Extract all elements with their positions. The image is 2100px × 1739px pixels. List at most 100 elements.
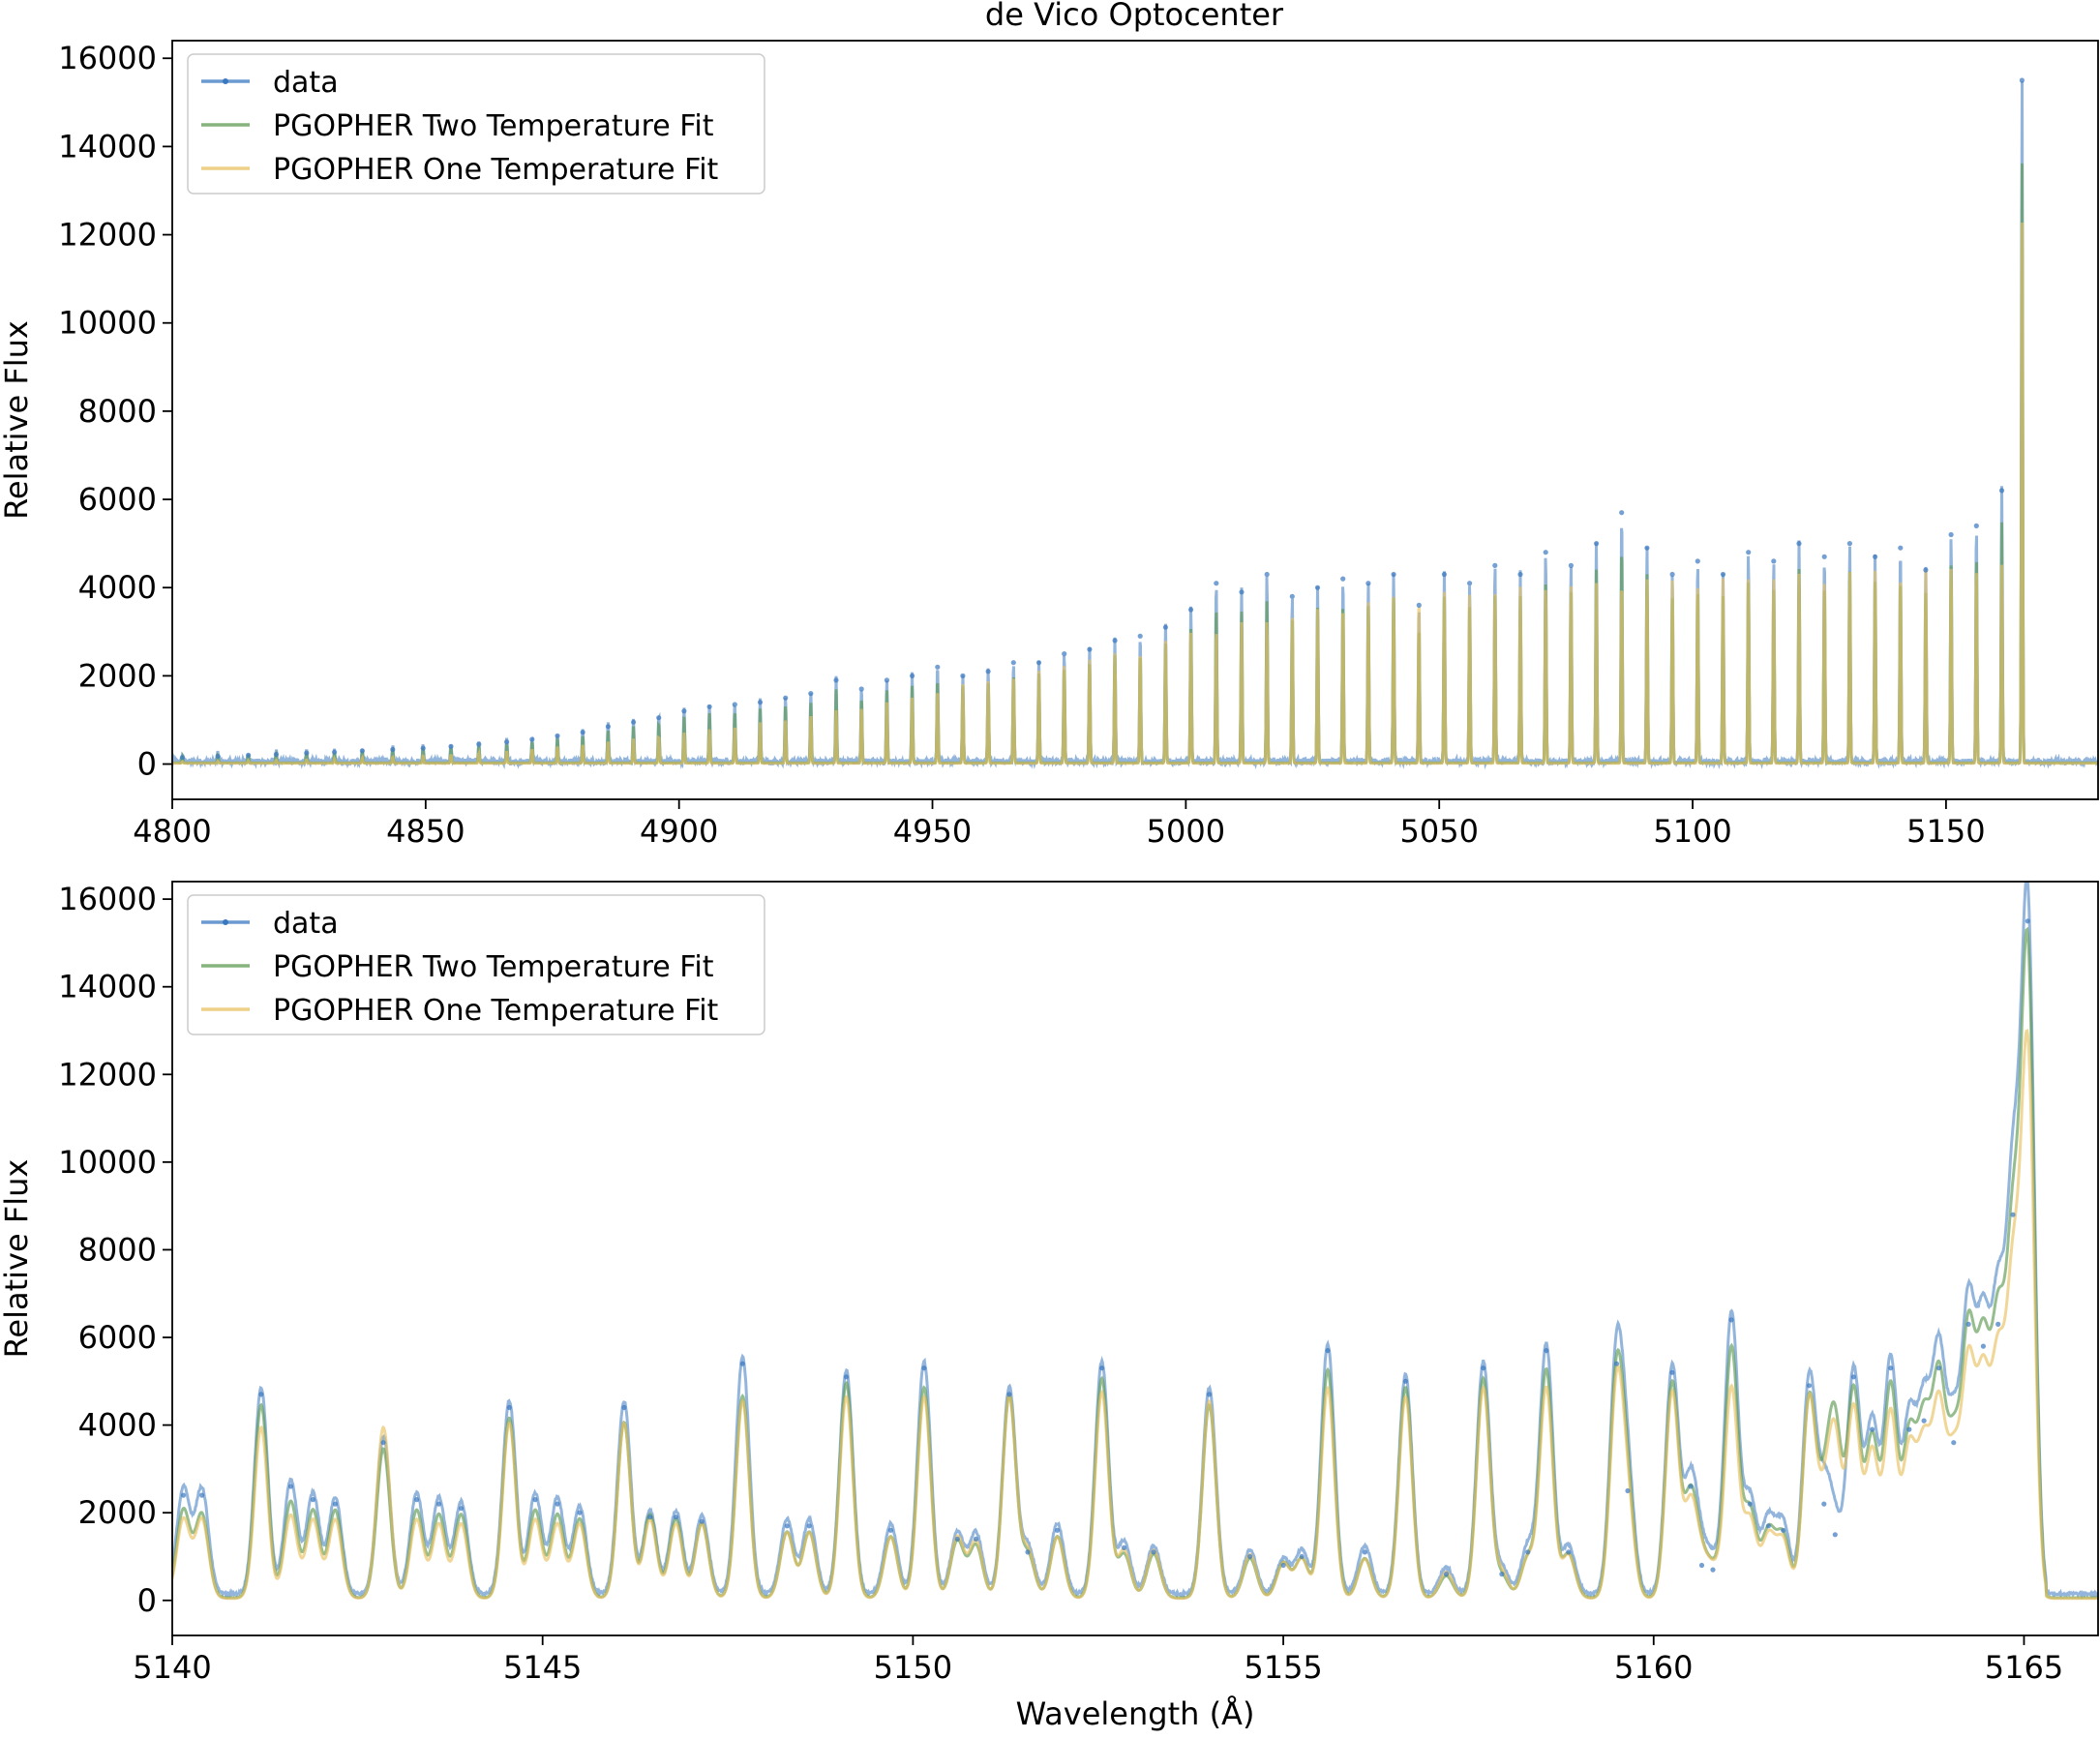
data-point <box>1781 1527 1786 1533</box>
legend-box <box>187 894 765 1035</box>
data-point <box>1935 1365 1941 1371</box>
data-point <box>656 715 662 721</box>
data-point <box>2025 918 2030 924</box>
y-tick-label: 0 <box>137 746 157 783</box>
data-point <box>1965 1321 1971 1327</box>
data-point <box>1087 646 1093 652</box>
y-tick-label: 16000 <box>58 881 157 917</box>
data-point <box>1492 562 1498 569</box>
data-point <box>1973 523 1979 529</box>
x-tick-label: 5150 <box>1906 813 1985 850</box>
x-tick-label: 5150 <box>874 1649 952 1686</box>
y-tick-label: 2000 <box>78 1494 157 1531</box>
data-point <box>1206 1392 1213 1397</box>
data-point <box>1391 571 1396 578</box>
data-point <box>1362 1549 1367 1555</box>
data-point <box>1923 567 1929 573</box>
legend-label: PGOPHER One Temperature Fit <box>273 994 719 1028</box>
data-point <box>506 1404 512 1411</box>
data-point <box>1746 550 1752 555</box>
data-point <box>935 664 941 670</box>
data-point <box>1289 593 1295 599</box>
data-point <box>1441 571 1447 578</box>
data-point <box>532 1497 538 1503</box>
data-point <box>435 1501 442 1507</box>
y-tick-label: 12000 <box>58 217 157 254</box>
figure-title: de Vico Optocenter <box>985 0 1284 33</box>
y-axis-label: Relative Flux <box>0 1159 35 1359</box>
data-point <box>1314 585 1321 590</box>
data-point <box>1870 1426 1875 1432</box>
top-panel: 4800 4850 4900 4950 5000 5050 5100 5150 0 2000 400… <box>0 40 2099 850</box>
data-point <box>806 1523 812 1529</box>
data-point <box>1821 1501 1827 1507</box>
data-point <box>258 1392 264 1397</box>
data-point <box>2019 77 2025 83</box>
legend-marker <box>223 78 228 84</box>
data-point <box>1710 1567 1716 1573</box>
data-point <box>246 752 252 759</box>
data-point <box>833 677 839 683</box>
y-tick-label: 2000 <box>78 657 157 694</box>
data-point <box>1467 581 1473 586</box>
data-point <box>1162 624 1168 630</box>
data-point <box>1325 1348 1331 1354</box>
data-point <box>273 751 279 758</box>
x-tick-label: 4950 <box>893 813 972 850</box>
plot-area <box>172 77 2098 770</box>
y-tick-label: 12000 <box>58 1056 157 1093</box>
data-point <box>1669 571 1675 578</box>
data-point <box>1921 1418 1927 1424</box>
legend-box <box>187 53 765 195</box>
legend-label: data <box>273 66 339 100</box>
data-point <box>985 669 991 675</box>
data-point <box>605 724 612 730</box>
legend-marker <box>223 919 228 925</box>
data-point <box>1669 1369 1675 1375</box>
data-point <box>1499 1572 1505 1577</box>
data-point <box>180 1492 187 1498</box>
data-point <box>287 1484 294 1489</box>
data-point <box>179 755 186 761</box>
data-point <box>1850 1374 1856 1380</box>
data-point <box>699 1518 705 1524</box>
x-tick-label: 5000 <box>1147 813 1225 850</box>
y-tick-label: 6000 <box>78 481 157 518</box>
data-point <box>1796 541 1802 547</box>
data-point <box>332 749 338 755</box>
x-tick-label: 4800 <box>133 813 211 850</box>
data-point <box>1846 541 1852 547</box>
x-tick-label: 5145 <box>503 1649 582 1686</box>
data-point <box>1151 1549 1156 1555</box>
x-tick-label: 5160 <box>1614 1649 1693 1686</box>
y-tick-label: 16000 <box>58 40 157 76</box>
data-point <box>1998 488 2005 494</box>
y-tick-label: 4000 <box>78 569 157 606</box>
data-point <box>555 1501 560 1507</box>
data-point <box>1906 1426 1912 1432</box>
x-tick-label: 5050 <box>1399 813 1478 850</box>
data-point <box>784 1523 790 1529</box>
plot-area <box>172 882 2098 1601</box>
data-point <box>1416 602 1422 609</box>
data-point <box>1062 651 1067 657</box>
data-point <box>910 673 915 679</box>
data-point <box>476 741 482 747</box>
data-point <box>1594 541 1600 547</box>
data-point <box>631 719 637 725</box>
data-point <box>732 702 737 707</box>
data-point <box>332 1501 338 1507</box>
data-point <box>706 704 712 709</box>
data-point <box>884 677 890 683</box>
data-point <box>420 745 426 751</box>
data-point <box>1619 510 1625 516</box>
y-axis-label: Relative Flux <box>0 320 35 520</box>
data-point <box>529 736 535 742</box>
data-point <box>1698 1562 1705 1569</box>
x-tick-label: 5100 <box>1653 813 1731 850</box>
data-point <box>199 1492 205 1498</box>
data-point <box>1806 1383 1813 1389</box>
data-point <box>1747 1501 1753 1507</box>
